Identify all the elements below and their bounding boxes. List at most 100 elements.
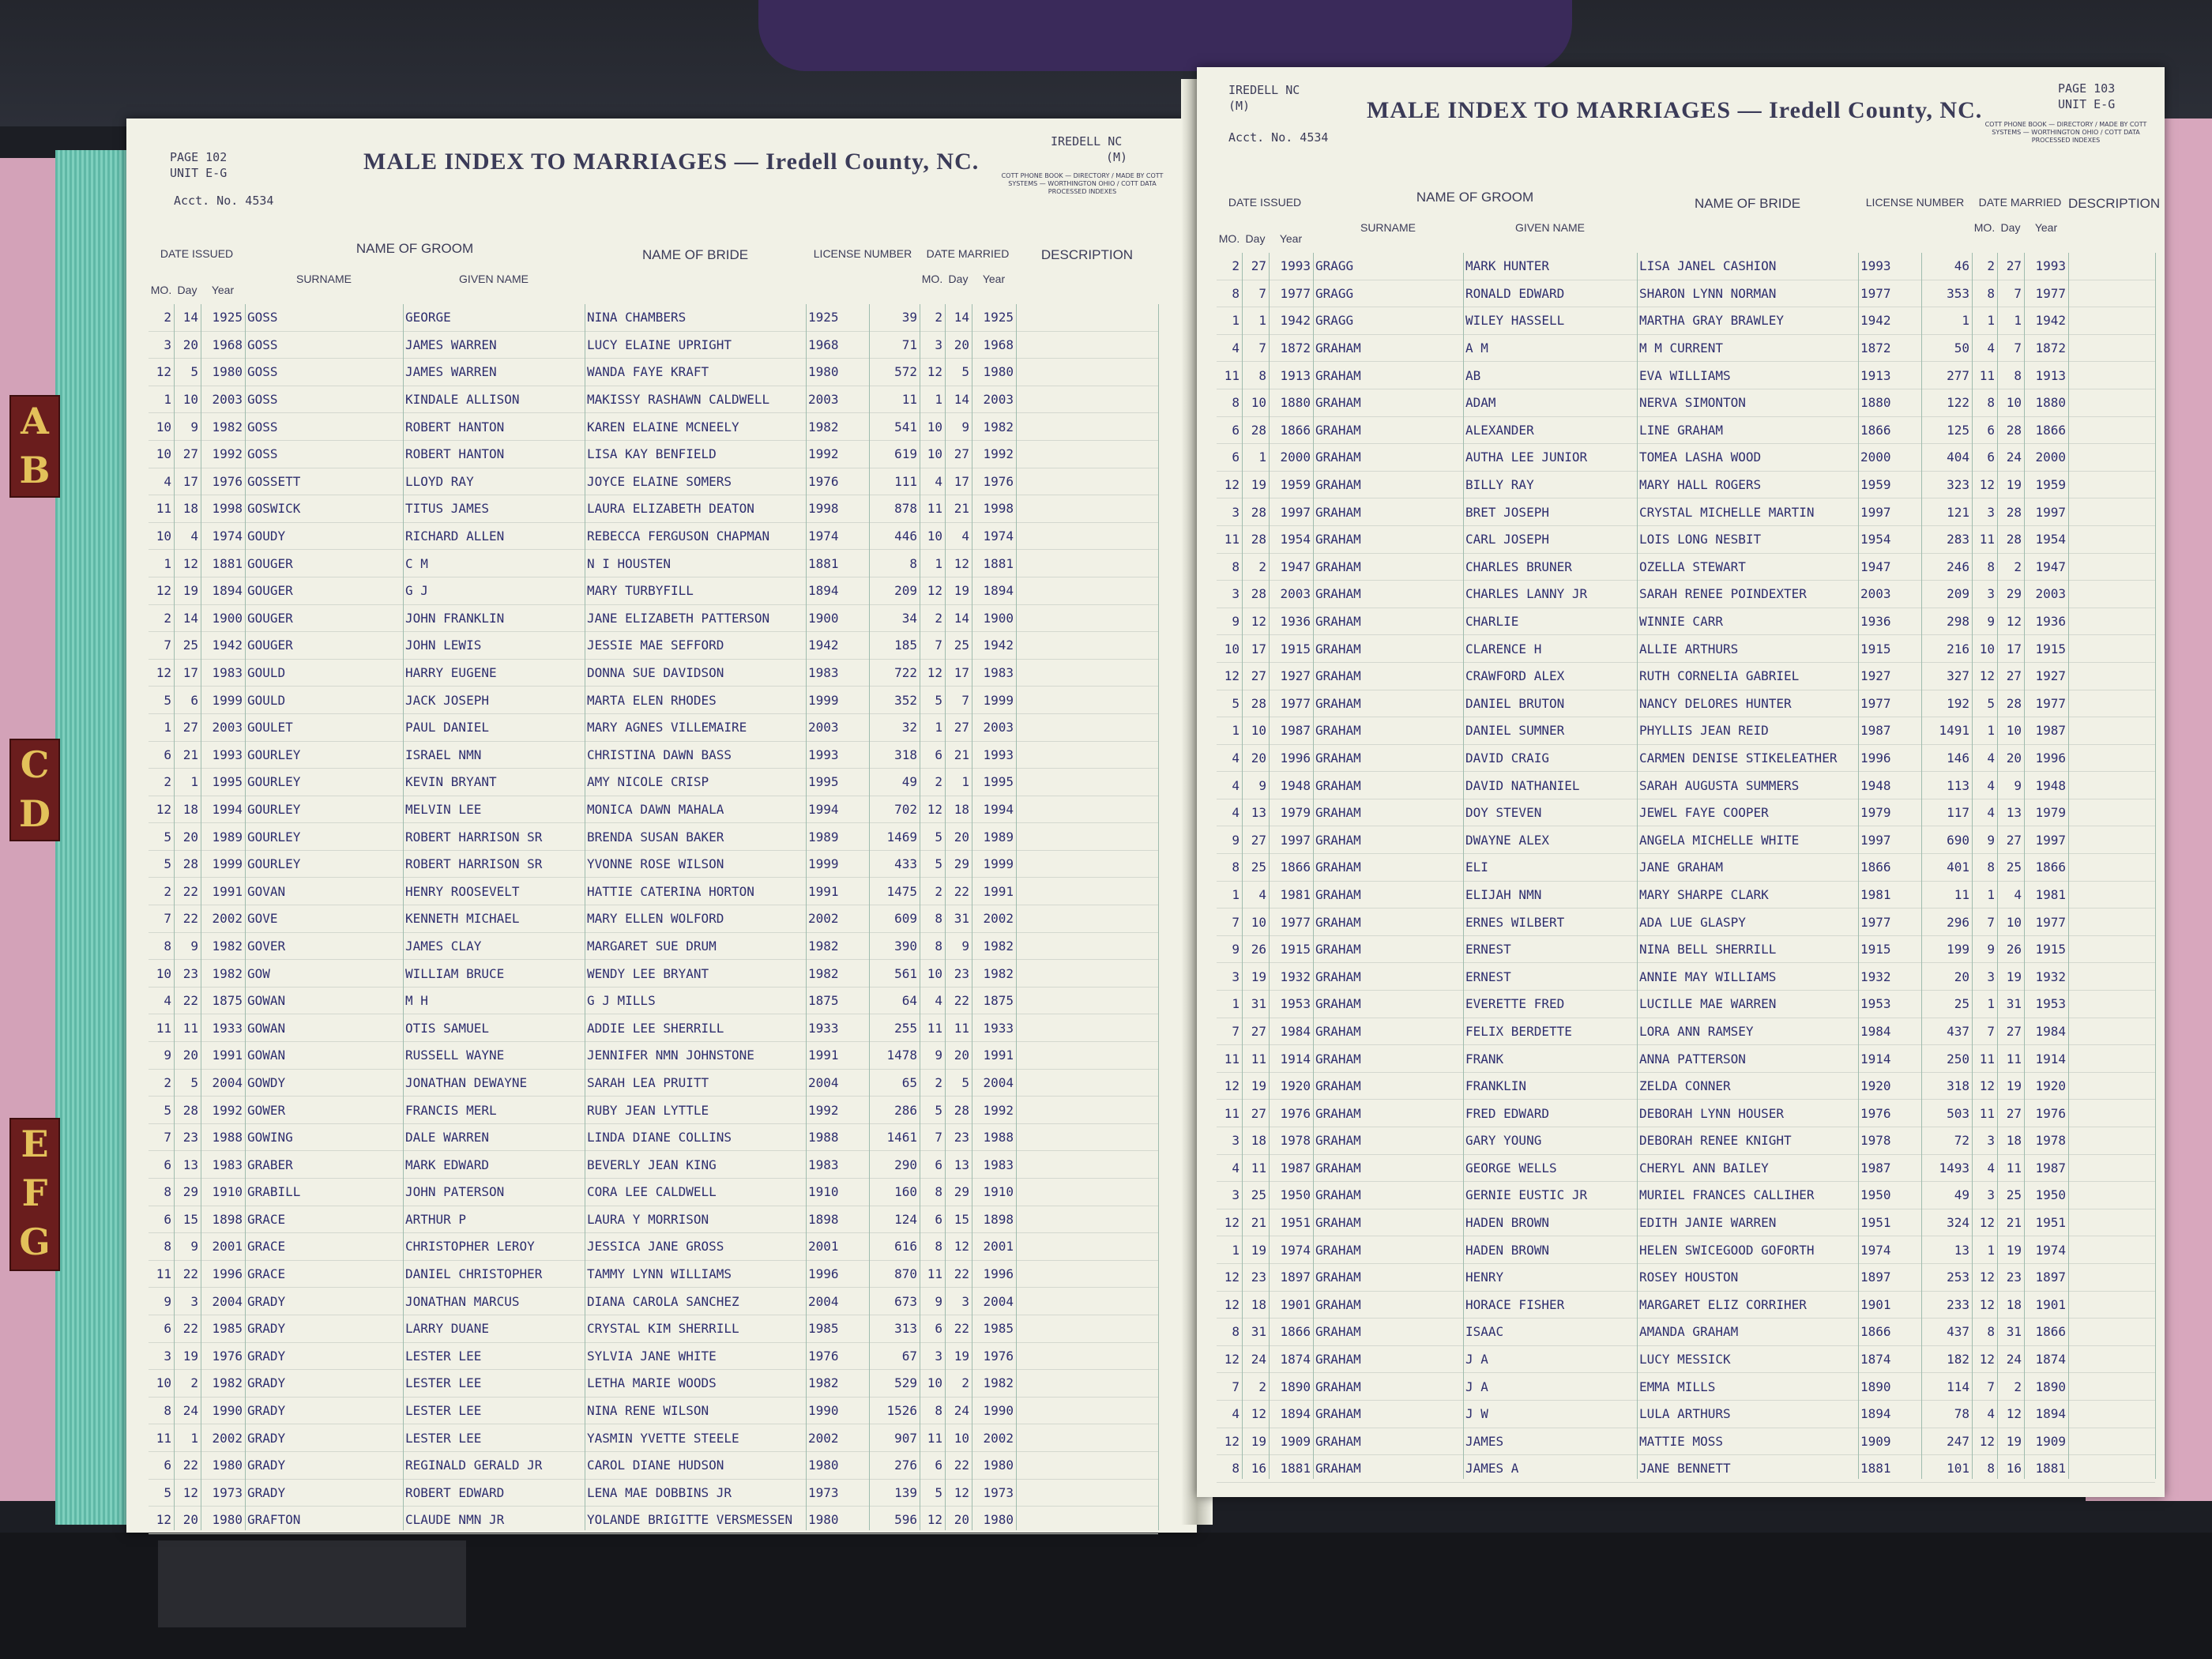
surname-header: SURNAME: [295, 273, 352, 285]
married-year: 1950: [2035, 1187, 2066, 1203]
married-day: 29: [954, 856, 969, 872]
license-year: 1915: [1860, 942, 1891, 957]
license-year: 1991: [808, 1048, 839, 1063]
issued-year: 1951: [1280, 1215, 1311, 1231]
issued-year: 1982: [212, 419, 243, 434]
married-year: 1982: [983, 938, 1014, 954]
column-divider: [1242, 253, 1243, 1479]
issued-day: 12: [182, 555, 198, 571]
groom-given-name: CARL JOSEPH: [1465, 532, 1549, 547]
bride-name: BRENDA SUSAN BAKER: [587, 829, 724, 845]
groom-given-name: WILLIAM BRUCE: [405, 965, 505, 981]
index-tab-ab[interactable]: AB: [9, 395, 60, 498]
married-day: 21: [954, 747, 969, 762]
table-row: 2 22 1991 GOVAN HENRY ROOSEVELT HATTIE CATERI…: [149, 878, 1158, 906]
bride-name: WINNIE CARR: [1639, 614, 1723, 630]
issued-day: 20: [1251, 750, 1266, 766]
groom-surname: GRAHAM: [1315, 832, 1361, 848]
tab-label: EFG: [19, 1123, 51, 1263]
married-day: 20: [954, 1512, 969, 1528]
groom-surname: GRAHAM: [1315, 1051, 1361, 1066]
index-tab-cd[interactable]: CD: [9, 739, 60, 841]
issued-day: 7: [1258, 285, 1266, 301]
license-year: 1936: [1860, 614, 1891, 630]
license-number: 318: [1947, 1078, 1969, 1094]
license-year: 1874: [1860, 1352, 1891, 1367]
groom-given-name: CHRISTOPHER LEROY: [405, 1239, 535, 1255]
issued-month: 12: [1224, 1352, 1240, 1367]
married-year: 1925: [983, 310, 1014, 325]
groom-given-name: ROBERT HARRISON SR: [405, 829, 543, 845]
married-month: 3: [1987, 969, 1995, 984]
license-number: 327: [1947, 668, 1969, 684]
married-day: 21: [954, 501, 969, 517]
license-year: 2003: [808, 720, 839, 735]
groom-given-name: KINDALE ALLISON: [405, 392, 520, 408]
bride-name: DEBORAH RENEE KNIGHT: [1639, 1133, 1792, 1149]
license-number: 673: [894, 1293, 917, 1309]
groom-given-name: RUSSELL WAYNE: [405, 1048, 505, 1063]
married-day: 1: [2014, 313, 2022, 329]
issued-month: 7: [1232, 1023, 1240, 1039]
issued-year: 1991: [212, 1048, 243, 1063]
groom-surname: GRACE: [247, 1211, 286, 1227]
issued-month: 10: [156, 419, 171, 434]
table-row: 6 13 1983 GRABER MARK EDWARD BEVERLY JEAN KIN…: [149, 1151, 1158, 1179]
license-number: 878: [894, 501, 917, 517]
groom-surname: GRADY: [247, 1375, 286, 1391]
groom-surname: GRADY: [247, 1293, 286, 1309]
table-row: 4 12 1894 GRAHAM J W LULA ARTHURS 1894 78 4 12 189…: [1217, 1401, 2155, 1428]
issued-day: 11: [182, 1020, 198, 1036]
issued-day: 27: [1251, 258, 1266, 274]
issued-month: 11: [1224, 532, 1240, 547]
license-number: 1469: [886, 829, 917, 845]
issued-year: 1866: [1280, 422, 1311, 438]
license-number: 609: [894, 911, 917, 927]
issued-day: 31: [1251, 1324, 1266, 1340]
married-year: 1992: [983, 446, 1014, 462]
issued-day: 18: [182, 501, 198, 517]
issued-month: 2: [1232, 258, 1240, 274]
license-number: 114: [1947, 1379, 1969, 1394]
issued-year: 1995: [212, 774, 243, 790]
married-year: 1880: [2035, 395, 2066, 411]
groom-surname: GRAHAM: [1315, 504, 1361, 520]
married-year: 1948: [2035, 777, 2066, 793]
groom-surname: GRABILL: [247, 1184, 301, 1200]
issued-month: 9: [1232, 942, 1240, 957]
issued-year: 1947: [1280, 559, 1311, 574]
issued-day: 3: [190, 1293, 198, 1309]
issued-month: 8: [1232, 1324, 1240, 1340]
issued-day: 20: [182, 829, 198, 845]
groom-given-name: DAVID CRAIG: [1465, 750, 1549, 766]
index-tab-efg[interactable]: EFG: [9, 1118, 60, 1271]
groom-surname: GOURLEY: [247, 801, 301, 817]
table-row: 8 9 1982 GOVER JAMES CLAY MARGARET SUE DRUM 19…: [149, 933, 1158, 961]
groom-surname: GOWAN: [247, 1048, 286, 1063]
married-year: 1977: [2035, 695, 2066, 711]
married-day: 12: [2006, 1406, 2022, 1422]
issued-year: 1984: [1280, 1023, 1311, 1039]
groom-given-name: ROBERT EDWARD: [405, 1484, 505, 1500]
issued-year: 1880: [1280, 395, 1311, 411]
issued-day: 22: [182, 883, 198, 899]
license-year: 2001: [808, 1239, 839, 1255]
table-row: 8 25 1866 GRAHAM ELI JANE GRAHAM 1866 401 8 25 186…: [1217, 854, 2155, 882]
license-number: 39: [901, 310, 917, 325]
table-row: 2 14 1925 GOSS GEORGE NINA CHAMBERS 1925 39 2 14 1…: [149, 304, 1158, 332]
account-number: Acct. No. 4534: [174, 194, 274, 208]
married-month: 11: [927, 1430, 942, 1446]
married-day: 24: [954, 1403, 969, 1419]
issued-day: 9: [1258, 777, 1266, 793]
bride-name: REBECCA FERGUSON CHAPMAN: [587, 529, 770, 544]
issued-month: 8: [164, 1403, 171, 1419]
issued-day: 1: [1258, 450, 1266, 465]
married-month: 6: [935, 747, 942, 762]
groom-surname: GRADY: [247, 1403, 286, 1419]
groom-given-name: ROBERT HARRISON SR: [405, 856, 543, 872]
issued-year: 1927: [1280, 668, 1311, 684]
groom-surname: GRAHAM: [1315, 1352, 1361, 1367]
married-year: 1968: [983, 337, 1014, 352]
license-year: 1866: [1860, 422, 1891, 438]
license-year: 1890: [1860, 1379, 1891, 1394]
